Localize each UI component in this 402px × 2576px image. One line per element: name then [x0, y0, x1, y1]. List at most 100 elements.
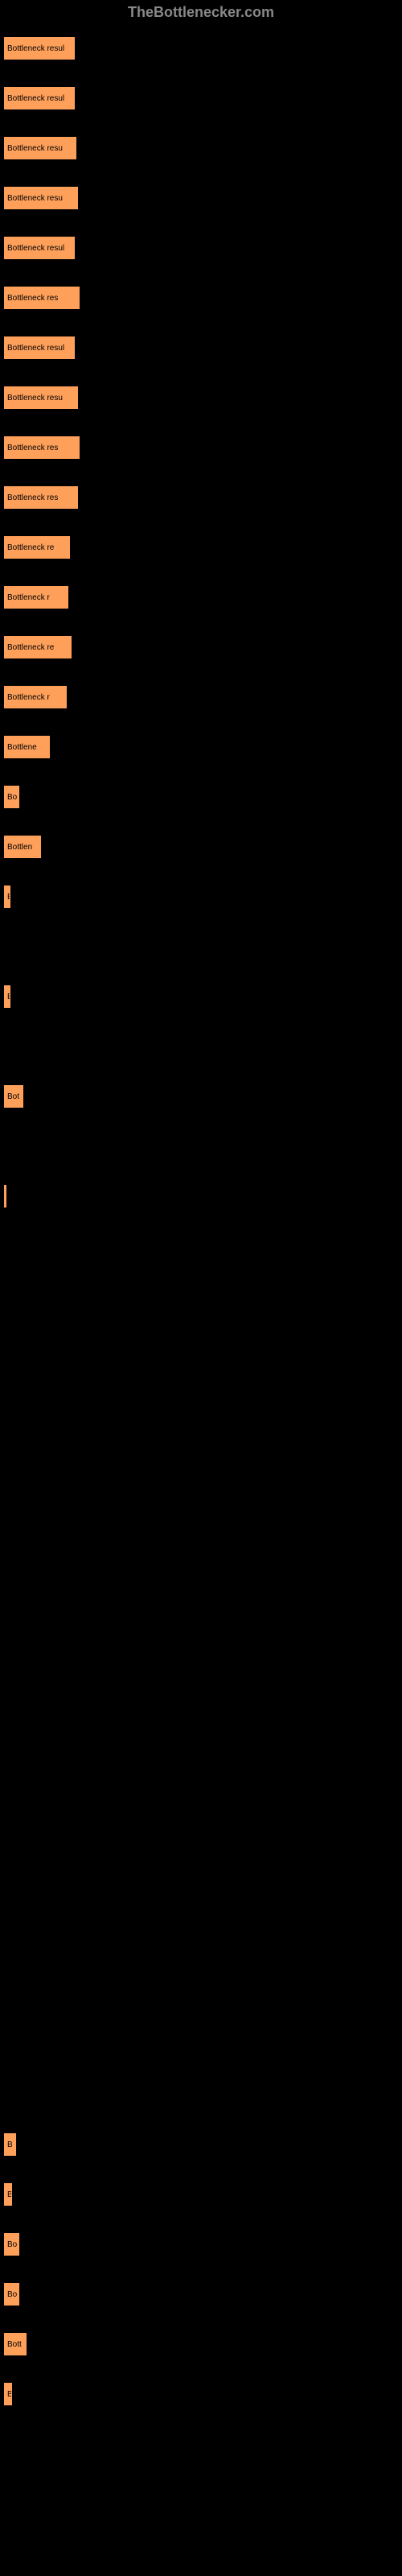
bar-row [4, 1435, 402, 1457]
chart-bar: Bottlene [4, 736, 50, 758]
bar-row [4, 1684, 402, 1707]
bar-label: Bottleneck resu [7, 194, 63, 203]
chart-bar: Bottleneck resul [4, 336, 75, 359]
chart-bar: Bottleneck resu [4, 137, 76, 159]
bar-row [4, 1285, 402, 1307]
bar-row [4, 1834, 402, 1856]
bar-row: Bottleneck r [4, 586, 402, 609]
bar-row: Bottleneck res [4, 486, 402, 509]
bar-row: Bottleneck resul [4, 336, 402, 359]
bar-row [4, 1934, 402, 1956]
bar-label: Bottleneck resul [7, 344, 64, 353]
bar-label: Bott [7, 2340, 22, 2349]
bar-label: Bottleneck res [7, 493, 58, 502]
bar-row: Bottleneck resul [4, 237, 402, 259]
chart-bar: Bo [4, 2283, 19, 2306]
bar-row: Bottlen [4, 836, 402, 858]
bar-row: Bottleneck re [4, 536, 402, 559]
bar-row: B [4, 2133, 402, 2156]
bar-row [4, 1884, 402, 1906]
bar-row: Bot [4, 1085, 402, 1108]
bar-label: B [7, 993, 10, 1001]
chart-bar: Bottleneck resul [4, 87, 75, 109]
bar-row: B [4, 985, 402, 1008]
bar-row [4, 2083, 402, 2106]
bar-row: Bottleneck r [4, 686, 402, 708]
chart-bar: Bottleneck res [4, 436, 80, 459]
bar-row: Bottleneck resu [4, 137, 402, 159]
chart-bar: Bo [4, 2233, 19, 2256]
bar-row [4, 1035, 402, 1058]
bar-row [4, 2033, 402, 2056]
bar-label: Bo [7, 2240, 17, 2249]
bar-row [4, 1984, 402, 2006]
bar-row [4, 935, 402, 958]
bar-label: Bo [7, 2290, 17, 2299]
bar-label: Bottleneck r [7, 693, 50, 702]
bar-row: Bottleneck re [4, 636, 402, 658]
bar-label: Bottlen [7, 843, 32, 852]
bar-chart: Bottleneck resul Bottleneck resul Bottlene… [0, 37, 402, 2405]
bar-label: Bottleneck resu [7, 394, 63, 402]
bar-row [4, 1235, 402, 1257]
bar-label: B [7, 893, 10, 902]
bar-label: Bottleneck resul [7, 44, 64, 53]
chart-bar: B [4, 2383, 12, 2405]
site-header: TheBottlenecker.com [0, 4, 402, 21]
bar-row: Bott [4, 2333, 402, 2355]
chart-bar [4, 1185, 6, 1208]
bar-row: Bottleneck resu [4, 386, 402, 409]
bar-row: B [4, 2183, 402, 2206]
bar-row: Bottlene [4, 736, 402, 758]
bar-label: B [7, 2190, 12, 2199]
bar-label: Bottleneck res [7, 444, 58, 452]
bar-row: Bottleneck res [4, 287, 402, 309]
chart-bar: Bot [4, 1085, 23, 1108]
chart-bar: B [4, 985, 10, 1008]
chart-bar: Bottleneck resul [4, 237, 75, 259]
bar-label: Bo [7, 793, 17, 802]
chart-bar: Bottleneck resu [4, 386, 78, 409]
chart-bar: Bottleneck r [4, 586, 68, 609]
chart-bar: Bottleneck r [4, 686, 67, 708]
bar-row: B [4, 2383, 402, 2405]
bar-label: Bottleneck resul [7, 94, 64, 103]
bar-label: Bottleneck r [7, 593, 50, 602]
chart-bar: B [4, 886, 10, 908]
bar-row [4, 1335, 402, 1357]
bar-row: Bottleneck resul [4, 87, 402, 109]
bar-row [4, 1135, 402, 1158]
bar-row: Bottleneck res [4, 436, 402, 459]
bar-label: B [7, 2140, 13, 2149]
chart-bar: Bo [4, 786, 19, 808]
bar-row: Bo [4, 2283, 402, 2306]
chart-bar: B [4, 2133, 16, 2156]
bar-row [4, 1634, 402, 1657]
bar-label: B [7, 2390, 12, 2399]
bar-row: Bottleneck resul [4, 37, 402, 60]
chart-bar: Bottleneck res [4, 486, 78, 509]
bar-label: Bot [7, 1092, 19, 1101]
chart-bar: Bottlen [4, 836, 41, 858]
bar-label: Bottleneck res [7, 294, 58, 303]
bar-row: B [4, 886, 402, 908]
chart-bar: Bott [4, 2333, 27, 2355]
bar-row [4, 1534, 402, 1557]
bar-row: Bo [4, 786, 402, 808]
bar-label: Bottleneck re [7, 543, 54, 552]
bar-row [4, 1484, 402, 1507]
bar-label: Bottleneck resu [7, 144, 63, 153]
bar-label: Bottleneck re [7, 643, 54, 652]
chart-bar: B [4, 2183, 12, 2206]
bar-row [4, 1385, 402, 1407]
chart-bar: Bottleneck re [4, 536, 70, 559]
chart-bar: Bottleneck resu [4, 187, 78, 209]
bar-row [4, 1185, 402, 1208]
bar-row [4, 1734, 402, 1757]
bar-label: Bottlene [7, 743, 37, 752]
bar-row [4, 1584, 402, 1607]
bar-row [4, 1784, 402, 1806]
chart-bar: Bottleneck res [4, 287, 80, 309]
chart-bar: Bottleneck resul [4, 37, 75, 60]
chart-bar: Bottleneck re [4, 636, 72, 658]
